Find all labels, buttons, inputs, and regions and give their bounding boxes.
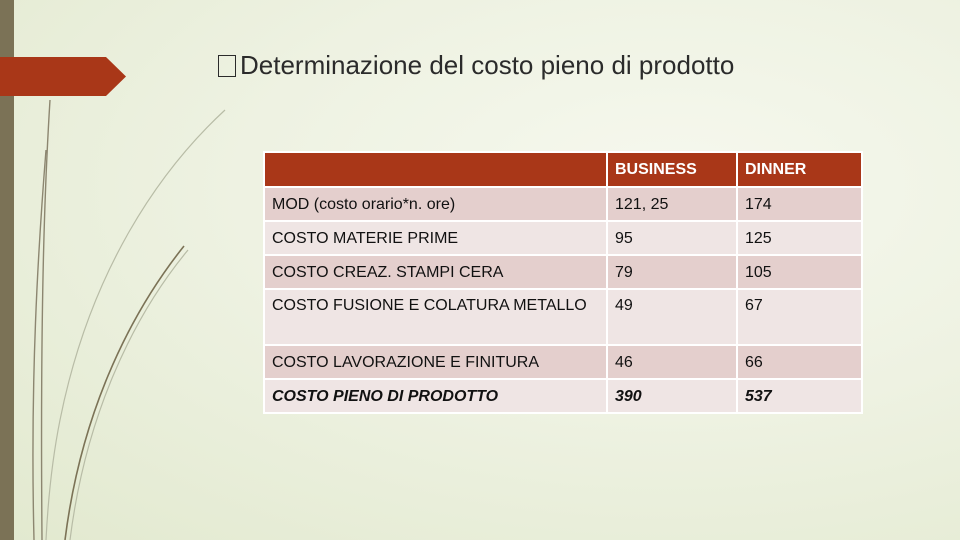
dinner-value: 125 — [736, 220, 863, 256]
row-label: MOD (costo orario*n. ore) — [263, 186, 608, 222]
table-row: COSTO FUSIONE E COLATURA METALLO 49 67 — [263, 288, 863, 346]
business-value: 390 — [606, 378, 738, 414]
page-title: Determinazione del costo pieno di prodot… — [218, 50, 734, 81]
business-value: 95 — [606, 220, 738, 256]
row-label: COSTO PIENO DI PRODOTTO — [263, 378, 608, 414]
dinner-value: 66 — [736, 344, 863, 380]
cost-table: BUSINESS DINNER MOD (costo orario*n. ore… — [263, 151, 863, 414]
table-header-row: BUSINESS DINNER — [263, 151, 863, 188]
title-accent-arrow — [0, 57, 126, 96]
dinner-value: 67 — [736, 288, 863, 346]
row-label: COSTO LAVORAZIONE E FINITURA — [263, 344, 608, 380]
row-label: COSTO CREAZ. STAMPI CERA — [263, 254, 608, 290]
business-value: 46 — [606, 344, 738, 380]
business-value: 79 — [606, 254, 738, 290]
business-value: 121, 25 — [606, 186, 738, 222]
business-value: 49 — [606, 288, 738, 346]
table-row: COSTO MATERIE PRIME 95 125 — [263, 220, 863, 256]
row-label: COSTO MATERIE PRIME — [263, 220, 608, 256]
table-row: COSTO LAVORAZIONE E FINITURA 46 66 — [263, 344, 863, 380]
table-row-total: COSTO PIENO DI PRODOTTO 390 537 — [263, 378, 863, 414]
dinner-value: 537 — [736, 378, 863, 414]
dinner-value: 174 — [736, 186, 863, 222]
left-accent-bar — [0, 0, 14, 540]
header-cell-label — [263, 151, 608, 188]
table-row: MOD (costo orario*n. ore) 121, 25 174 — [263, 186, 863, 222]
missing-glyph-icon — [218, 55, 236, 77]
dinner-value: 105 — [736, 254, 863, 290]
page-title-text: Determinazione del costo pieno di prodot… — [240, 50, 735, 80]
header-cell-business: BUSINESS — [606, 151, 738, 188]
table-row: COSTO CREAZ. STAMPI CERA 79 105 — [263, 254, 863, 290]
row-label: COSTO FUSIONE E COLATURA METALLO — [263, 288, 608, 346]
header-cell-dinner: DINNER — [736, 151, 863, 188]
